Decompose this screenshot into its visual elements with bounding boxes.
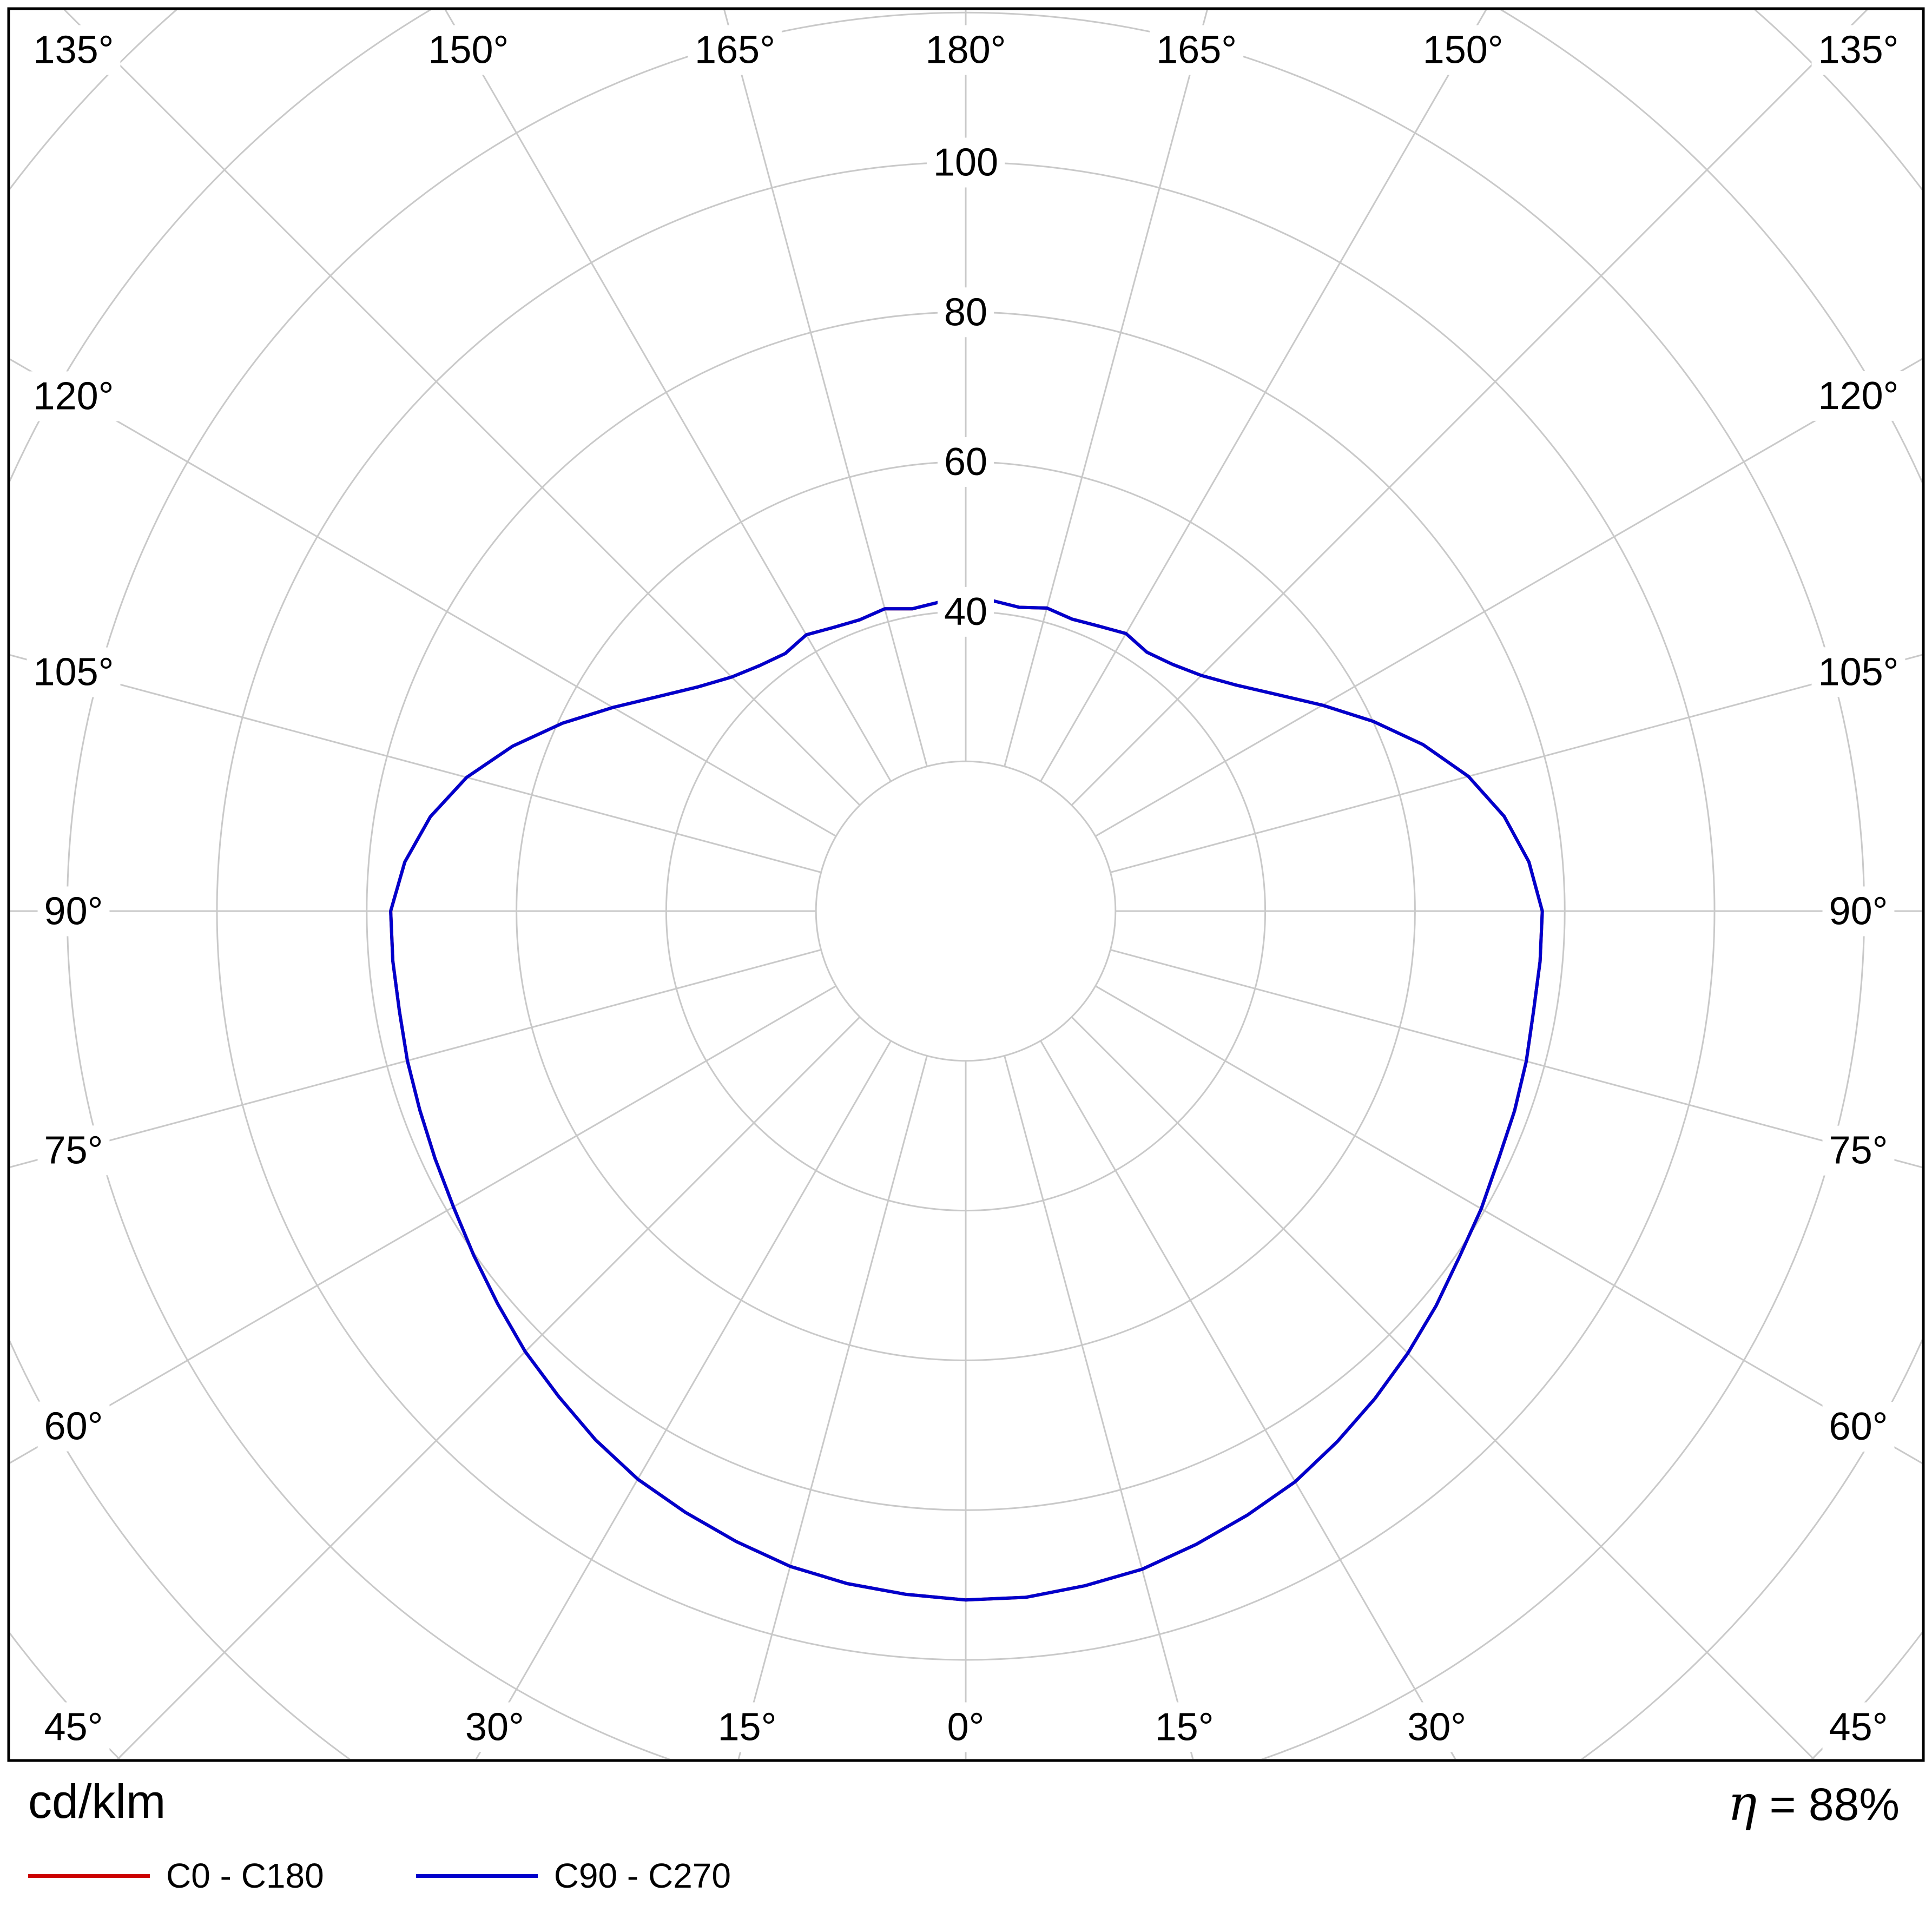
radial-tick-40: 40 — [944, 590, 987, 634]
legend-label-c90-c270: C90 - C270 — [553, 1856, 731, 1895]
angle-label-15-left: 15° — [717, 1705, 776, 1749]
legend: C0 - C180 C90 - C270 — [28, 1856, 731, 1896]
efficiency-value: η = 88% — [1727, 1777, 1900, 1830]
angle-label-45-right: 45° — [1829, 1705, 1888, 1749]
angle-label-165-right: 165° — [1156, 28, 1237, 71]
angle-label-45-left: 45° — [44, 1705, 103, 1749]
angle-label-135-left: 135° — [34, 28, 114, 71]
angle-label-150-left: 150° — [428, 28, 509, 71]
angle-label-30-left: 30° — [465, 1705, 524, 1749]
legend-line-red — [28, 1874, 150, 1878]
angle-label-60-right: 60° — [1829, 1405, 1888, 1448]
angle-label-180: 180° — [926, 28, 1006, 71]
angle-label-90-left: 90° — [44, 889, 103, 933]
angle-label-90-right: 90° — [1829, 889, 1888, 933]
units-label: cd/klm — [28, 1775, 166, 1828]
angle-label-15-right: 15° — [1155, 1705, 1214, 1749]
radial-tick-80: 80 — [944, 291, 987, 334]
legend-item-c0-c180: C0 - C180 — [28, 1856, 324, 1896]
angle-label-165-left: 165° — [695, 28, 775, 71]
radial-tick-100: 100 — [933, 141, 998, 184]
angle-label-120-left: 120° — [34, 374, 114, 418]
legend-label-c0-c180: C0 - C180 — [166, 1856, 324, 1895]
eta-symbol: η — [1727, 1775, 1757, 1832]
angle-label-105-right: 105° — [1818, 650, 1899, 694]
legend-line-blue — [416, 1874, 538, 1878]
legend-item-c90-c270: C90 - C270 — [416, 1856, 731, 1896]
angle-label-75-left: 75° — [44, 1129, 103, 1172]
angle-label-0: 0° — [947, 1705, 985, 1749]
angle-label-105-left: 105° — [34, 651, 114, 694]
angle-label-75-right: 75° — [1829, 1129, 1888, 1172]
eta-text: = 88% — [1769, 1779, 1900, 1830]
angle-label-120-right: 120° — [1818, 374, 1899, 418]
angle-label-30-right: 30° — [1407, 1705, 1466, 1749]
angle-label-60-left: 60° — [44, 1405, 103, 1448]
radial-tick-60: 60 — [944, 440, 987, 484]
angle-label-135-right: 135° — [1818, 28, 1899, 71]
angle-label-150-right: 150° — [1423, 28, 1504, 71]
